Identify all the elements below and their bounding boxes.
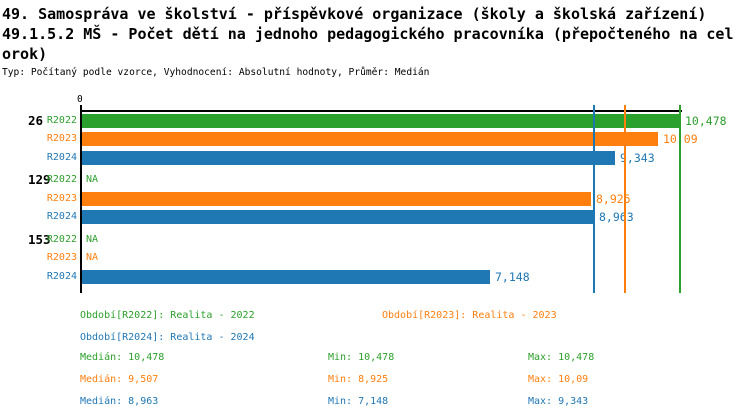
row-label-r2023-26: R2023 (46, 133, 77, 144)
chart-title-line3: orok) (2, 45, 48, 63)
na-label: NA (86, 234, 99, 245)
row-label-r2024-153: R2024 (46, 271, 77, 282)
stat-min-r2024: Min: 7,148 (328, 396, 389, 407)
legend-item-r2024: Období[R2024]: Realita - 2024 (80, 332, 255, 343)
bar-r2023-129 (82, 192, 591, 206)
legend-item-r2023: Období[R2023]: Realita - 2023 (382, 310, 557, 321)
bar-r2024-129 (82, 210, 594, 224)
row-label-r2023-129: R2023 (46, 193, 77, 204)
median-line-r2023 (624, 105, 626, 293)
stat-median-r2022: Medián: 10,478 (80, 352, 165, 363)
group-label-26: 26 (28, 113, 44, 128)
bar-r2023-26 (82, 132, 658, 146)
x-axis-zero-tick-label: 0 (77, 94, 83, 105)
value-label: 7,148 (495, 270, 530, 284)
legend-item-r2022: Období[R2022]: Realita - 2022 (80, 310, 255, 321)
stat-median-r2023: Medián: 9,507 (80, 374, 159, 385)
row-label-r2022-153: R2022 (46, 234, 77, 245)
group-label-129: 129 (28, 172, 51, 187)
y-axis-line (80, 105, 82, 293)
row-label-r2024-129: R2024 (46, 211, 77, 222)
median-line-r2022 (679, 105, 681, 293)
stat-median-r2024: Medián: 8,963 (80, 396, 159, 407)
value-label: 8,925 (596, 192, 631, 206)
median-line-r2024 (593, 105, 595, 293)
value-label: 10,478 (685, 114, 727, 128)
na-label: NA (86, 174, 99, 185)
group-label-153: 153 (28, 232, 51, 247)
stat-max-r2023: Max: 10,09 (528, 374, 589, 385)
stat-min-r2022: Min: 10,478 (328, 352, 395, 363)
stat-max-r2024: Max: 9,343 (528, 396, 589, 407)
x-axis-line (80, 110, 682, 112)
row-label-r2024-26: R2024 (46, 152, 77, 163)
chart-title-line2: 49.1.5.2 MŠ - Počet dětí na jednoho peda… (2, 25, 734, 43)
value-label: 9,343 (620, 151, 655, 165)
row-label-r2022-26: R2022 (46, 115, 77, 126)
bar-r2022-26 (82, 114, 680, 128)
bar-r2024-153 (82, 270, 490, 284)
bar-r2024-26 (82, 151, 615, 165)
row-label-r2022-129: R2022 (46, 174, 77, 185)
value-label: 8,963 (599, 210, 634, 224)
na-label: NA (86, 252, 99, 263)
stat-min-r2023: Min: 8,925 (328, 374, 389, 385)
row-label-r2023-153: R2023 (46, 252, 77, 263)
stat-max-r2022: Max: 10,478 (528, 352, 595, 363)
chart-subtitle: Typ: Počítaný podle vzorce, Vyhodnocení:… (2, 67, 430, 78)
chart-title-line1: 49. Samospráva ve školství - příspěvkové… (2, 5, 707, 23)
